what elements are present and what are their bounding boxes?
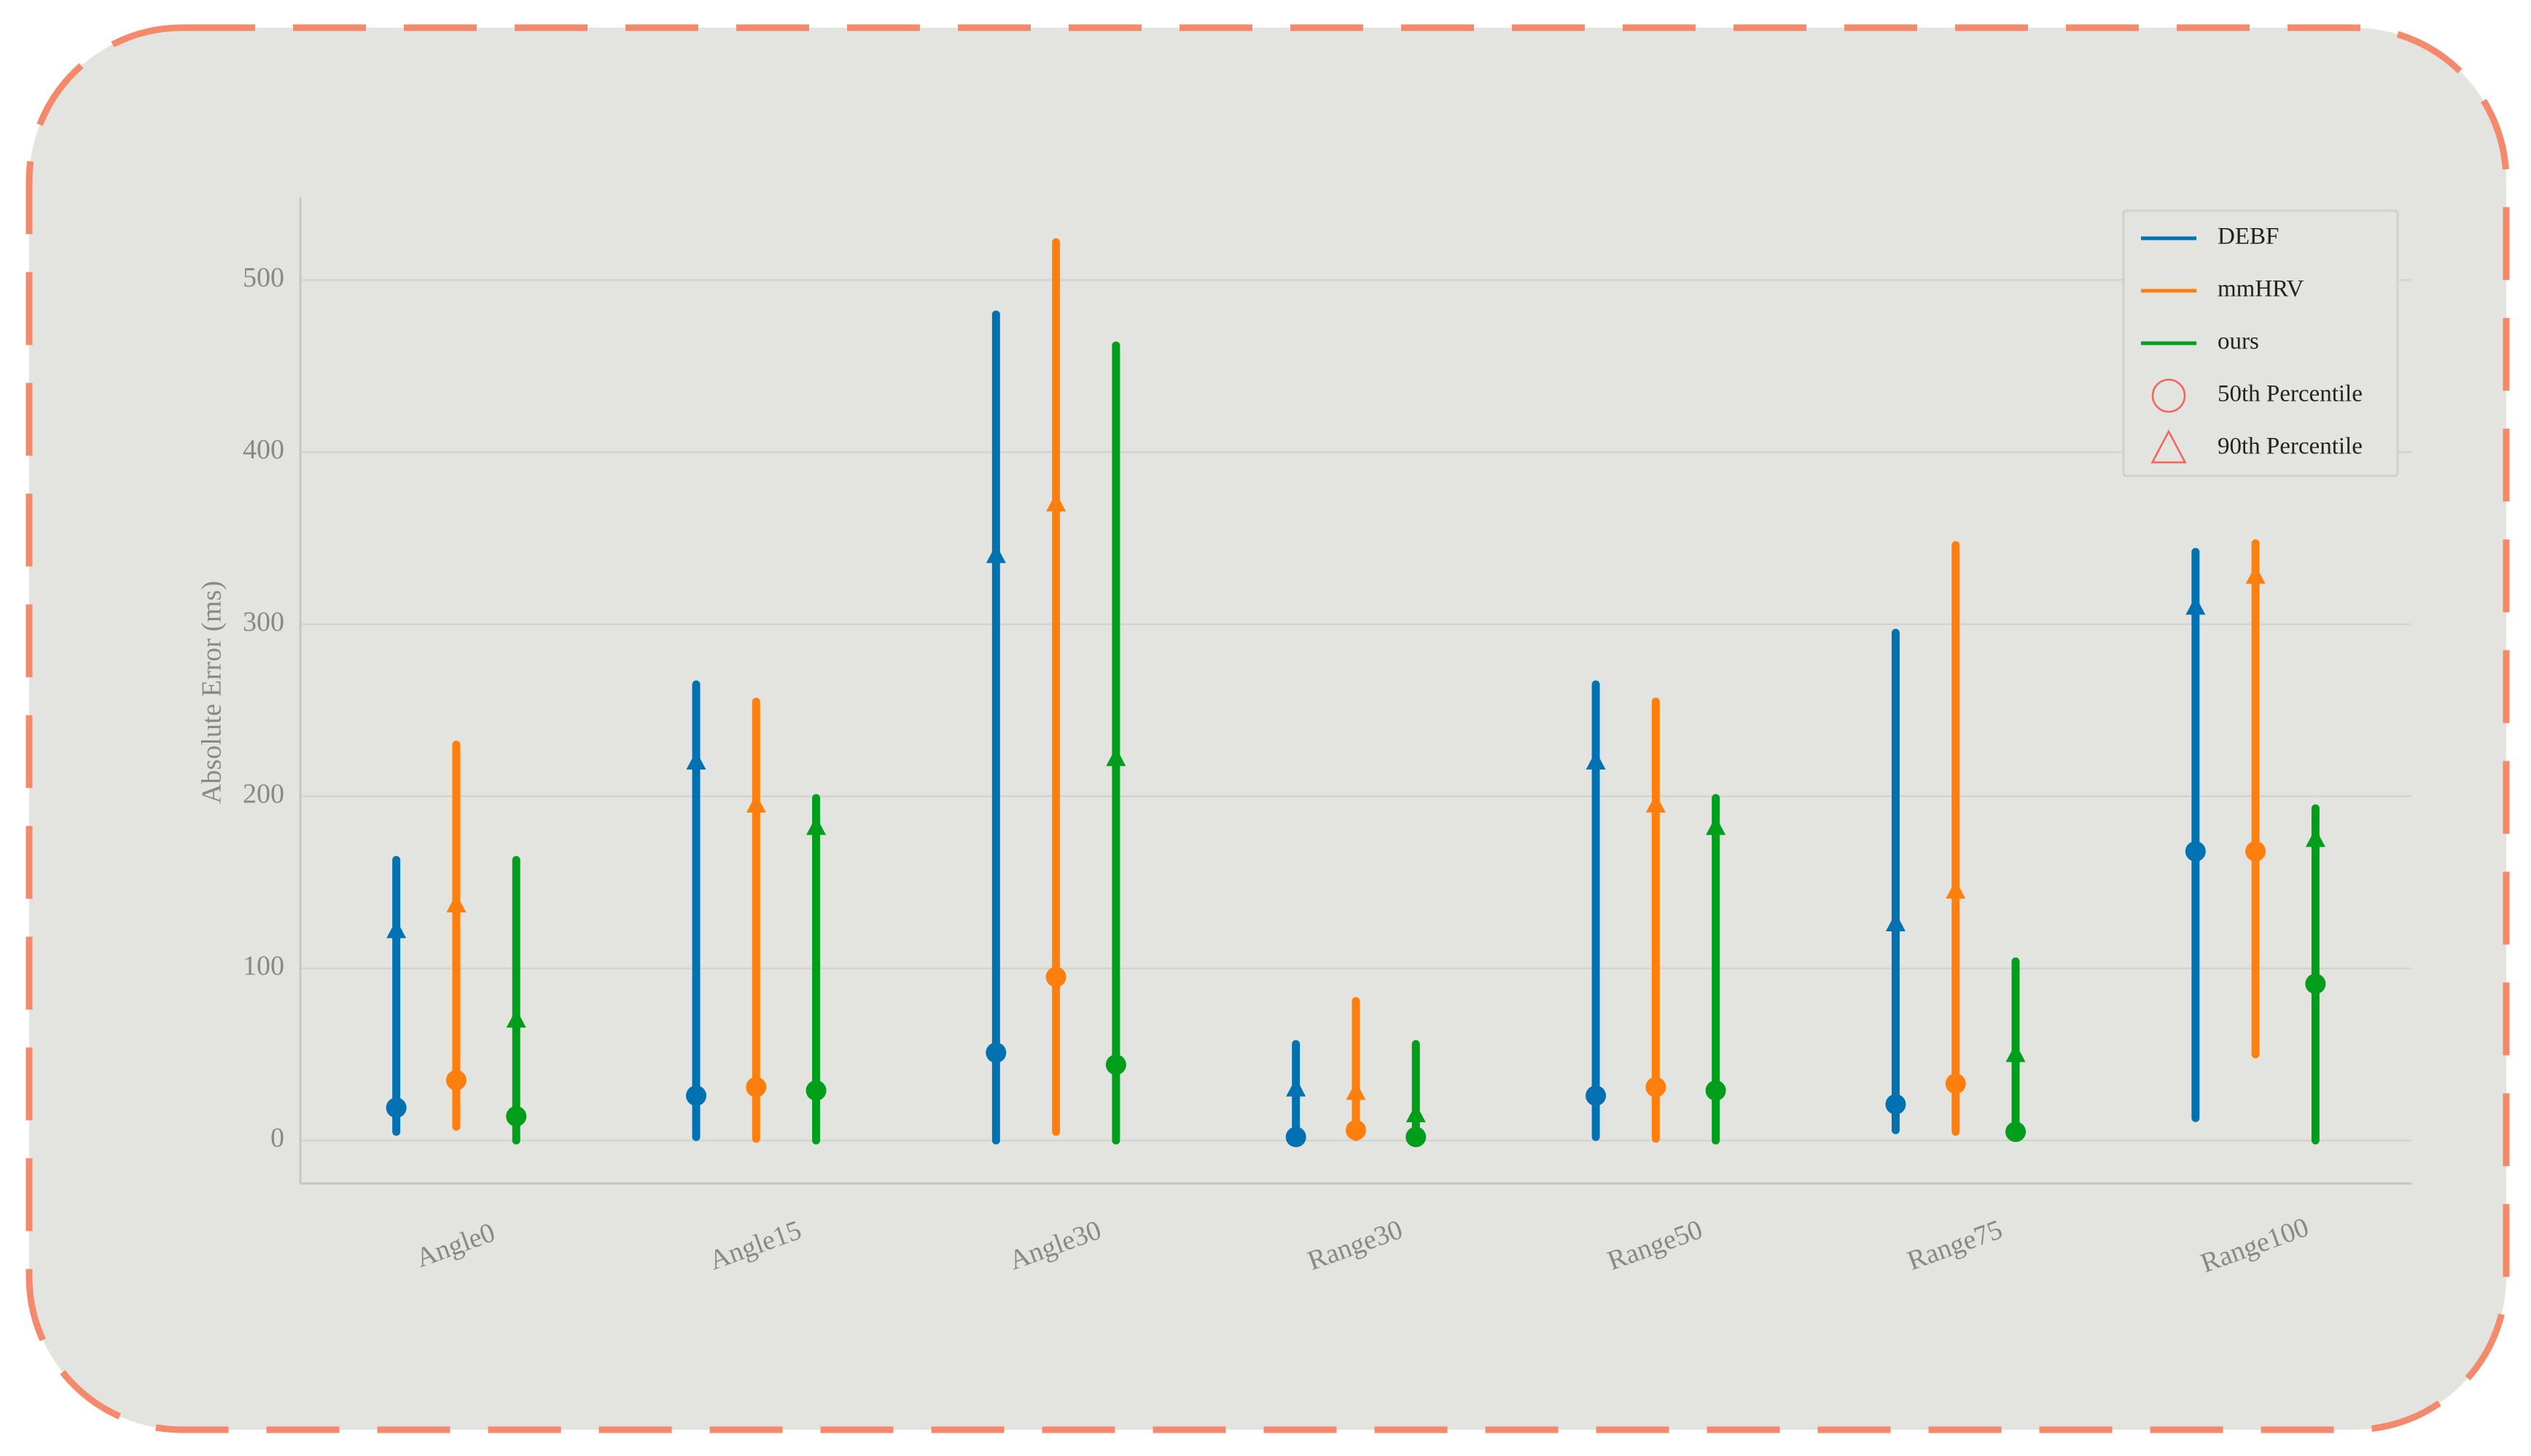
p50-marker [445, 1070, 467, 1091]
p90-marker [686, 751, 706, 770]
legend-label: 90th Percentile [2218, 434, 2363, 460]
y-tick-label: 200 [243, 778, 284, 809]
p90-marker [386, 919, 407, 939]
frame [26, 24, 2510, 1433]
p50-marker [1285, 1127, 1306, 1148]
legend-label: ours [2218, 329, 2259, 355]
legend-label: mmHRV [2218, 276, 2304, 302]
y-axis-label: Absolute Error (ms) [197, 581, 227, 804]
legend-label: DEBF [2218, 224, 2279, 250]
legend-label: 50th Percentile [2218, 381, 2363, 407]
y-tick-label: 300 [243, 606, 284, 637]
p90-marker [746, 794, 766, 813]
p50-marker [1945, 1073, 1966, 1095]
p50-marker [1586, 1085, 1607, 1106]
y-tick-label: 500 [243, 262, 284, 293]
p90-marker [1645, 794, 1666, 813]
p90-marker [2305, 828, 2325, 848]
p50-marker [1885, 1094, 1906, 1115]
p50-marker [2005, 1122, 2026, 1143]
p90-marker [1405, 1103, 1426, 1123]
p90-marker [1286, 1078, 1306, 1097]
legend-box [2122, 209, 2399, 477]
p50-marker [386, 1097, 407, 1119]
legend-marker [2151, 378, 2186, 413]
p90-marker [2185, 595, 2206, 615]
p90-marker [1706, 816, 1726, 835]
p90-marker [2005, 1043, 2026, 1062]
p90-marker [1885, 912, 1906, 931]
p50-marker [1645, 1076, 1666, 1097]
y-tick-label: 100 [243, 951, 284, 982]
p50-marker [2305, 974, 2326, 995]
p90-marker [506, 1009, 526, 1028]
p90-marker [1046, 493, 1066, 512]
p90-marker [1106, 747, 1126, 767]
p90-marker [1586, 751, 1606, 770]
legend-marker [2150, 429, 2187, 463]
p50-marker [1705, 1080, 1726, 1101]
p90-marker [2245, 565, 2266, 584]
p50-marker [1405, 1127, 1427, 1148]
p50-marker [986, 1042, 1007, 1063]
p50-marker [2245, 841, 2266, 862]
p50-marker [686, 1085, 706, 1106]
y-tick-label: 0 [270, 1123, 284, 1154]
p90-marker [1946, 880, 1966, 899]
y-tick-label: 400 [243, 434, 284, 465]
p90-marker [806, 816, 827, 835]
p50-marker [2185, 841, 2206, 862]
p50-marker [506, 1105, 527, 1127]
p50-marker [806, 1080, 827, 1101]
p50-marker [1105, 1054, 1126, 1076]
p50-marker [1346, 1119, 1366, 1140]
p90-marker [1346, 1081, 1366, 1100]
p50-marker [1045, 966, 1066, 987]
p50-marker [746, 1076, 767, 1097]
p90-marker [446, 893, 467, 912]
p90-marker [986, 544, 1006, 563]
